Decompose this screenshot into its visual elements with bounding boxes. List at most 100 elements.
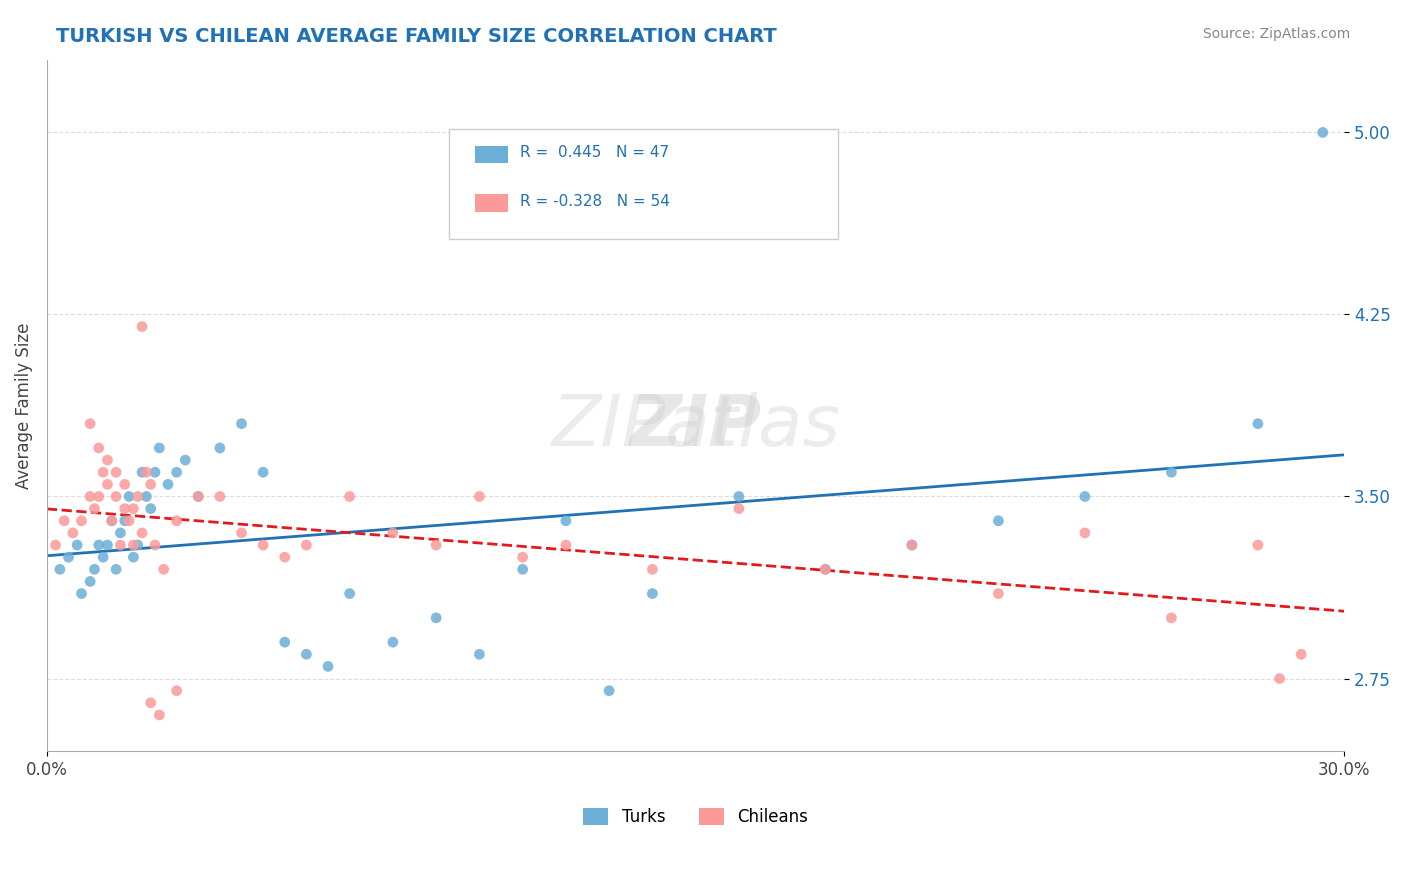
Point [208, 441, 231, 455]
Point [79, 574, 101, 589]
Text: R = -0.328   N = 54: R = -0.328 N = 54 [520, 194, 671, 209]
Point [156, 477, 179, 491]
Point [901, 538, 924, 552]
Point [512, 550, 534, 565]
Point [49, 562, 72, 576]
Point [139, 696, 162, 710]
Point [135, 465, 157, 479]
Point [100, 514, 122, 528]
Point [70, 586, 93, 600]
Point [1160, 465, 1182, 479]
Point [62, 525, 84, 540]
Point [208, 490, 231, 504]
Point [70, 514, 93, 528]
Point [87, 538, 110, 552]
Point [381, 525, 404, 540]
Point [728, 490, 751, 504]
Point [122, 538, 145, 552]
Point [79, 490, 101, 504]
Point [987, 514, 1010, 528]
Point [252, 465, 274, 479]
Point [105, 490, 128, 504]
Point [166, 514, 188, 528]
Point [231, 525, 253, 540]
Point [139, 501, 162, 516]
Point [114, 514, 136, 528]
Point [231, 417, 253, 431]
Point [66, 538, 89, 552]
FancyBboxPatch shape [449, 128, 838, 239]
Point [381, 635, 404, 649]
Point [131, 319, 153, 334]
Point [122, 501, 145, 516]
Point [166, 465, 188, 479]
Point [987, 586, 1010, 600]
Point [295, 538, 318, 552]
Point [295, 647, 318, 661]
Point [122, 550, 145, 565]
Point [468, 647, 491, 661]
Point [110, 538, 132, 552]
Point [143, 538, 166, 552]
Point [127, 490, 149, 504]
Text: TURKISH VS CHILEAN AVERAGE FAMILY SIZE CORRELATION CHART: TURKISH VS CHILEAN AVERAGE FAMILY SIZE C… [56, 27, 778, 45]
Point [1247, 417, 1270, 431]
Point [316, 659, 339, 673]
Point [53, 514, 76, 528]
Point [131, 465, 153, 479]
Point [512, 562, 534, 576]
Point [1268, 672, 1291, 686]
Point [339, 490, 361, 504]
Point [152, 562, 174, 576]
Text: ZIP: ZIP [630, 392, 762, 461]
Point [641, 562, 664, 576]
Point [91, 550, 114, 565]
Point [274, 635, 297, 649]
Point [598, 683, 620, 698]
Point [83, 501, 105, 516]
Point [468, 490, 491, 504]
Point [87, 441, 110, 455]
FancyBboxPatch shape [475, 194, 508, 211]
Point [166, 683, 188, 698]
Text: R =  0.445   N = 47: R = 0.445 N = 47 [520, 145, 669, 161]
Point [641, 586, 664, 600]
Point [79, 417, 101, 431]
Point [1247, 538, 1270, 552]
Point [87, 490, 110, 504]
Point [148, 441, 170, 455]
Point [814, 562, 837, 576]
Point [339, 586, 361, 600]
Point [110, 525, 132, 540]
Point [1074, 525, 1097, 540]
Point [105, 562, 128, 576]
Point [187, 490, 209, 504]
Point [187, 490, 209, 504]
FancyBboxPatch shape [475, 146, 508, 163]
Point [127, 538, 149, 552]
Point [105, 465, 128, 479]
Point [118, 514, 141, 528]
Point [83, 562, 105, 576]
Point [91, 465, 114, 479]
Point [96, 453, 118, 467]
Point [814, 562, 837, 576]
Point [131, 525, 153, 540]
Point [143, 465, 166, 479]
Point [58, 550, 80, 565]
Point [174, 453, 197, 467]
Point [274, 550, 297, 565]
Point [425, 611, 447, 625]
Point [425, 538, 447, 552]
Legend: Turks, Chileans: Turks, Chileans [576, 801, 814, 833]
Point [45, 538, 67, 552]
Point [1160, 611, 1182, 625]
Point [100, 514, 122, 528]
Point [148, 708, 170, 723]
Point [554, 514, 576, 528]
Point [728, 501, 751, 516]
Point [139, 477, 162, 491]
Point [96, 477, 118, 491]
Point [1312, 125, 1334, 139]
Point [114, 477, 136, 491]
